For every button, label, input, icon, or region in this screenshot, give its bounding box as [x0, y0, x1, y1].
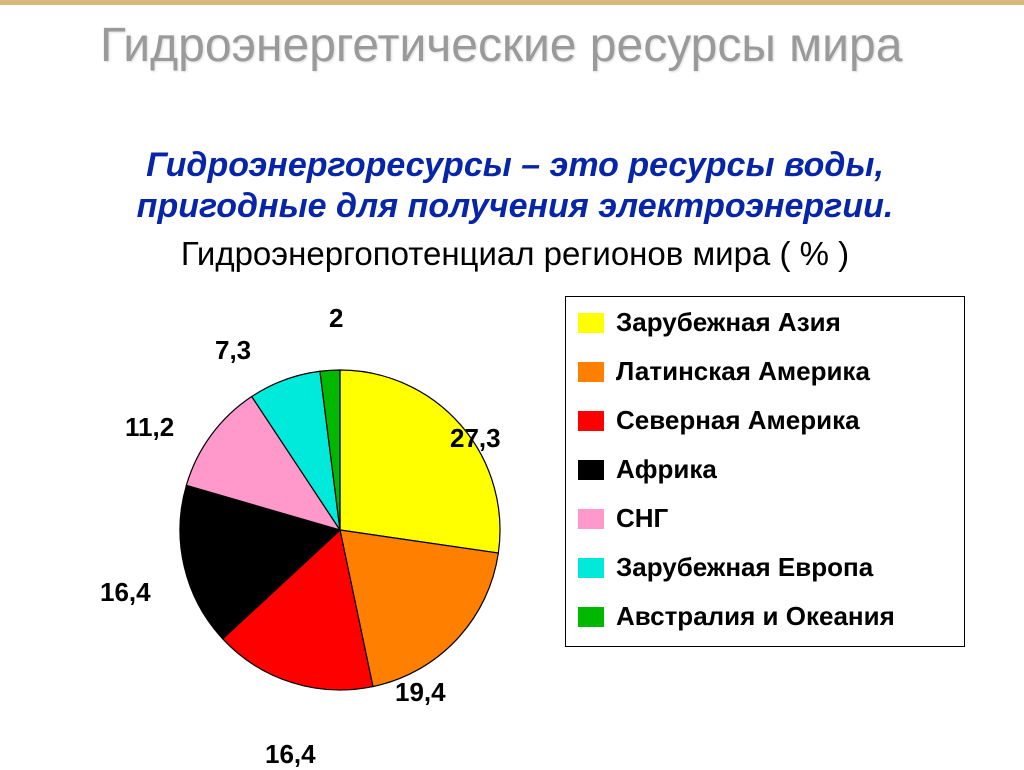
legend-item: Африка — [578, 454, 952, 485]
legend-label: Северная Америка — [616, 405, 860, 436]
legend-label: Латинская Америка — [616, 356, 870, 387]
legend-label: Австралия и Океания — [616, 601, 895, 632]
legend-swatch — [578, 509, 604, 529]
pie-data-label: 2 — [329, 303, 343, 334]
pie-data-label: 16,4 — [265, 739, 316, 770]
legend-item: Северная Америка — [578, 405, 952, 436]
pie-data-label: 16,4 — [100, 577, 151, 608]
legend-label: Зарубежная Европа — [616, 552, 873, 583]
legend-swatch — [578, 607, 604, 627]
pie-data-label: 7,3 — [215, 335, 251, 366]
legend-item: Австралия и Океания — [578, 601, 952, 632]
pie-slice — [340, 370, 500, 553]
slide-title: Гидроэнергетические ресурсы мира — [100, 20, 950, 73]
legend-label: Зарубежная Азия — [616, 307, 841, 338]
legend-swatch — [578, 313, 604, 333]
legend-swatch — [578, 558, 604, 578]
pie-data-label: 27,3 — [450, 423, 501, 454]
legend-swatch — [578, 460, 604, 480]
slide-accent-bar — [0, 0, 1024, 5]
pie-data-label: 19,4 — [395, 677, 446, 708]
chart-title: Гидроэнергопотенциал регионов мира ( % ) — [55, 235, 975, 273]
pie-chart: 27,319,416,416,411,27,32 — [115, 315, 545, 745]
slide-subtitle: Гидроэнергоресурсы – это ресурсы воды, п… — [55, 145, 975, 227]
legend-item: Зарубежная Европа — [578, 552, 952, 583]
legend-label: Африка — [616, 454, 717, 485]
pie-svg — [175, 365, 505, 695]
legend-item: СНГ — [578, 503, 952, 534]
legend-item: Зарубежная Азия — [578, 307, 952, 338]
pie-data-label: 11,2 — [125, 412, 174, 443]
legend-swatch — [578, 362, 604, 382]
legend-item: Латинская Америка — [578, 356, 952, 387]
legend-swatch — [578, 411, 604, 431]
legend-label: СНГ — [616, 503, 668, 534]
chart-legend: Зарубежная Азия Латинская Америка Северная… — [565, 296, 965, 647]
